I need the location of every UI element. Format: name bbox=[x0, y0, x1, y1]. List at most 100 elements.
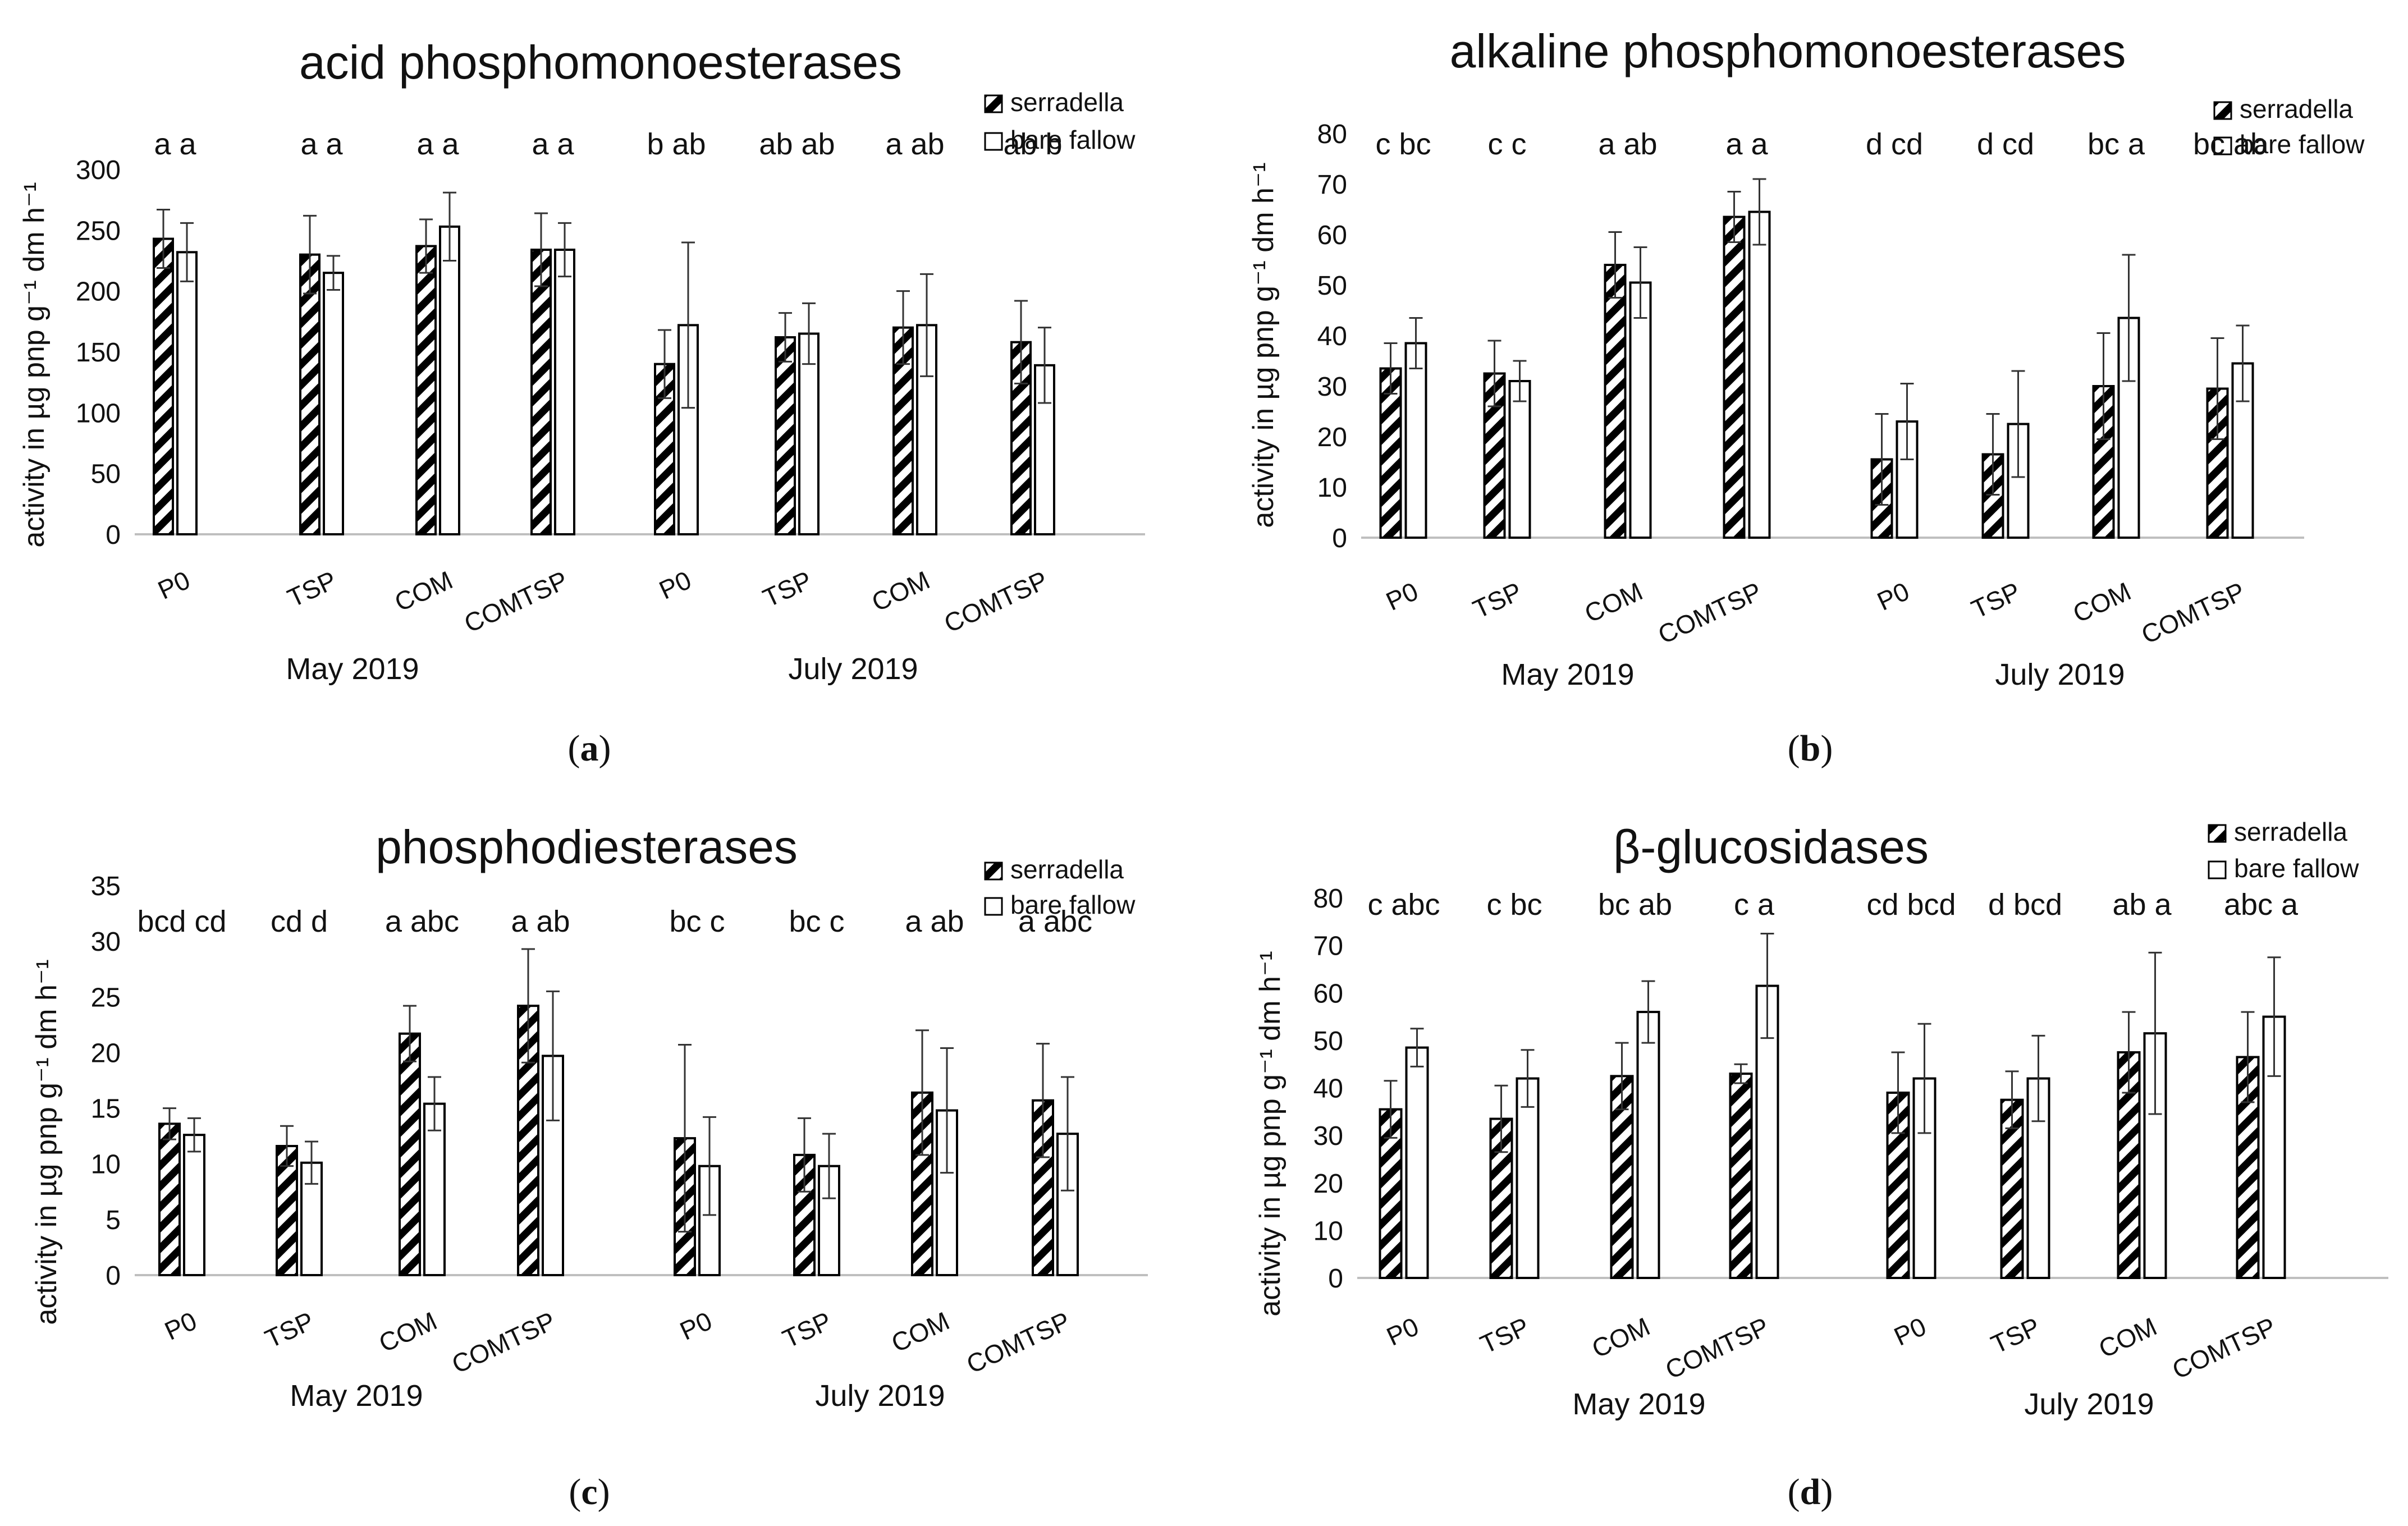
error-bar bbox=[521, 948, 535, 1064]
bar-serradella bbox=[276, 1144, 298, 1276]
significance-letters: d cd bbox=[1866, 127, 1923, 161]
bar-serradella bbox=[299, 253, 321, 535]
significance-letters: a a bbox=[532, 127, 574, 161]
significance-letters: a ab bbox=[905, 905, 964, 938]
bar-serradella bbox=[1723, 216, 1746, 539]
error-bar bbox=[802, 302, 816, 365]
category-label: TSP bbox=[283, 565, 341, 613]
legend-label-bare-fallow: bare fallow bbox=[2240, 130, 2365, 159]
error-bar bbox=[546, 990, 560, 1121]
y-axis-label: activity in µg pnp g⁻¹ dm h⁻¹ bbox=[1247, 162, 1280, 528]
error-bar bbox=[915, 1029, 929, 1156]
y-tick-label: 300 bbox=[76, 155, 121, 185]
legend-swatch-serradella bbox=[2213, 101, 2232, 120]
category-label: COMTSP bbox=[447, 1306, 560, 1379]
error-bar bbox=[1900, 383, 1914, 460]
significance-letters: cd bcd bbox=[1866, 888, 1956, 922]
bar-bare-fallow bbox=[554, 249, 575, 535]
category-label: TSP bbox=[758, 565, 816, 613]
error-bar bbox=[2241, 1011, 2255, 1103]
error-bar bbox=[1608, 231, 1622, 299]
error-bar bbox=[443, 191, 456, 262]
error-bar bbox=[2011, 370, 2025, 478]
error-bar bbox=[2236, 324, 2250, 402]
category-label: COMTSP bbox=[460, 565, 572, 638]
error-bar bbox=[1410, 1028, 1424, 1067]
significance-letters: a a bbox=[416, 127, 459, 161]
y-axis-label: activity in µg pnp g⁻¹ dm h⁻¹ bbox=[1254, 951, 1287, 1316]
significance-letters: b ab bbox=[647, 127, 706, 161]
error-bar bbox=[403, 1005, 416, 1062]
legend-label-serradella: serradella bbox=[2234, 817, 2347, 846]
category-label: COMTSP bbox=[2137, 576, 2249, 649]
category-label: COM bbox=[390, 565, 457, 617]
category-label: COM bbox=[1587, 1312, 1654, 1363]
significance-letters: c c bbox=[1487, 127, 1526, 161]
group-label-july: July 2019 bbox=[2024, 1387, 2154, 1421]
y-tick-label: 10 bbox=[1317, 473, 1347, 503]
bar-serradella bbox=[153, 237, 174, 535]
y-tick-label: 10 bbox=[1313, 1216, 1343, 1246]
y-tick-label: 0 bbox=[106, 1261, 121, 1291]
error-bar bbox=[2267, 956, 2281, 1077]
y-tick-label: 60 bbox=[1313, 979, 1343, 1009]
bar-serradella bbox=[1604, 264, 1627, 539]
category-label: P0 bbox=[654, 565, 695, 605]
error-bar bbox=[678, 1044, 692, 1233]
category-label: TSP bbox=[260, 1306, 318, 1354]
chart-title: acid phosphomonoesterases bbox=[299, 36, 902, 89]
error-bar bbox=[2210, 337, 2224, 440]
significance-letters: bc c bbox=[789, 905, 844, 938]
significance-letters: c bc bbox=[1375, 127, 1431, 161]
bar-serradella bbox=[1729, 1073, 1753, 1280]
error-bar bbox=[2096, 332, 2111, 440]
y-tick-label: 25 bbox=[91, 983, 121, 1012]
category-label: COMTSP bbox=[2168, 1312, 2280, 1385]
error-bar bbox=[1384, 1080, 1398, 1139]
significance-letters: a a bbox=[300, 127, 343, 161]
significance-letters: abc a bbox=[2224, 888, 2299, 922]
significance-letters: bc a bbox=[2087, 127, 2145, 161]
y-tick-label: 5 bbox=[106, 1206, 121, 1235]
legend: serradella bare fallow bbox=[2208, 817, 2359, 883]
y-tick-label: 50 bbox=[1317, 271, 1347, 301]
error-bar bbox=[1494, 1084, 1508, 1153]
y-tick-label: 35 bbox=[91, 872, 121, 901]
y-tick-label: 150 bbox=[76, 338, 121, 368]
category-label: COM bbox=[374, 1306, 441, 1358]
category-label: COMTSP bbox=[962, 1306, 1074, 1379]
error-bar bbox=[2122, 1011, 2136, 1094]
error-bar bbox=[1641, 980, 1655, 1044]
category-label: COMTSP bbox=[1661, 1312, 1773, 1385]
significance-letters: bc c bbox=[669, 905, 725, 938]
category-label: P0 bbox=[1382, 1312, 1423, 1351]
plot-area: 0 5 10 15 20 25 30 35 bcd cd P0 cd d TSP a abc COM a a… bbox=[91, 872, 1148, 1379]
bar-bare-fallow bbox=[818, 1165, 840, 1276]
significance-letters: ab ab bbox=[759, 127, 835, 161]
y-tick-label: 10 bbox=[91, 1150, 121, 1180]
bar-serradella bbox=[892, 326, 914, 536]
category-label: COMTSP bbox=[940, 565, 1052, 638]
error-bar bbox=[157, 209, 170, 269]
bar-bare-fallow bbox=[183, 1134, 205, 1277]
y-tick-label: 100 bbox=[76, 398, 121, 428]
significance-letters: d cd bbox=[1977, 127, 2034, 161]
plot-area: 0 10 20 30 40 50 60 70 80 c abc P0 c bc TSP bc ab COM c… bbox=[1313, 884, 2388, 1385]
legend-swatch-bare-fallow bbox=[984, 897, 1003, 916]
y-tick-label: 0 bbox=[1332, 524, 1347, 553]
bar-bare-fallow bbox=[1516, 1077, 1540, 1279]
error-bar bbox=[1917, 1023, 1931, 1134]
category-label: P0 bbox=[160, 1306, 201, 1346]
legend-label-bare-fallow: bare fallow bbox=[1010, 890, 1136, 919]
category-label: COM bbox=[2068, 576, 2135, 628]
chart-phosphodiesterases: phosphodiesterases activity in µg pnp g⁻… bbox=[30, 821, 1148, 1413]
bar-bare-fallow bbox=[439, 225, 460, 536]
error-bar bbox=[1633, 246, 1647, 319]
bar-bare-fallow bbox=[1404, 342, 1427, 539]
plot-area: 0 50 100 150 200 250 300 a a P0 a a TSP a a COM a a CO… bbox=[76, 127, 1145, 638]
chart-title: β-glucosidases bbox=[1613, 821, 1929, 873]
error-bar bbox=[1521, 1049, 1535, 1108]
category-label: COM bbox=[1580, 576, 1647, 628]
y-tick-label: 250 bbox=[76, 216, 121, 246]
error-bar bbox=[1384, 342, 1398, 395]
